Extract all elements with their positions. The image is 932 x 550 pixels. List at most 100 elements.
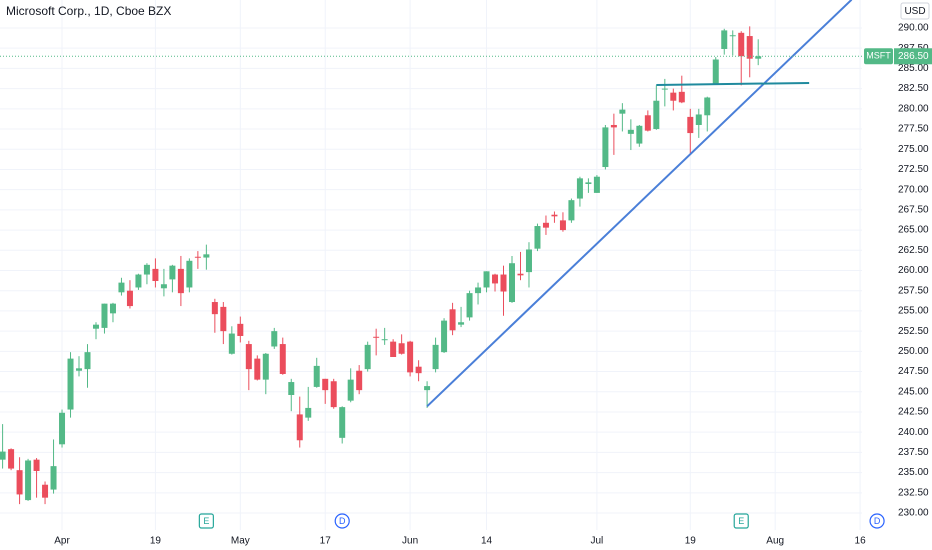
candle-body <box>305 407 312 418</box>
candle-body <box>687 116 694 134</box>
candle-body <box>169 265 176 280</box>
x-tick-label: Aug <box>766 536 784 547</box>
candle-body <box>509 263 515 303</box>
y-tick-label: 260.00 <box>898 265 929 276</box>
candle-body <box>458 322 465 325</box>
y-tick-label: 247.50 <box>898 366 929 377</box>
candle-body <box>25 460 32 501</box>
candle-body <box>653 100 660 130</box>
candle-body <box>262 353 269 380</box>
candle-body <box>559 220 566 231</box>
candle-body <box>755 56 762 59</box>
candle-body <box>271 331 278 347</box>
candle-body <box>322 378 329 391</box>
candle-body <box>84 352 91 370</box>
y-tick-label: 240.00 <box>898 427 929 438</box>
candle-body <box>610 124 617 128</box>
candle-body <box>593 176 600 193</box>
candle-body <box>152 268 159 282</box>
candle-body <box>92 324 99 329</box>
candle-body <box>729 35 736 37</box>
event-label: D <box>339 516 346 526</box>
y-tick-label: 257.50 <box>898 285 929 296</box>
y-tick-label: 285.00 <box>898 63 929 74</box>
candle-body <box>373 336 380 338</box>
candle-body <box>33 459 40 471</box>
y-tick-label: 277.50 <box>898 124 929 135</box>
candle-body <box>254 358 261 380</box>
candle-body <box>644 115 651 131</box>
event-marker <box>733 513 749 529</box>
candle-body <box>661 88 668 90</box>
currency-label: USD <box>904 6 925 17</box>
y-tick-label: 282.50 <box>898 83 929 94</box>
candle-body <box>203 254 210 258</box>
candle-body <box>636 125 643 144</box>
candle-body <box>16 470 23 495</box>
event-marker <box>334 513 350 529</box>
candle-body <box>59 412 66 445</box>
candle-body <box>381 339 388 341</box>
candle-body <box>76 368 83 371</box>
candle-body <box>678 91 685 103</box>
candle-body <box>177 268 184 294</box>
symbol-box <box>864 48 893 65</box>
candle-body <box>126 290 133 307</box>
candle-body <box>738 32 745 57</box>
y-tick-label: 250.00 <box>898 346 929 357</box>
symbol-label: MSFT <box>866 51 891 61</box>
candle-body <box>8 449 15 469</box>
y-tick-label: 290.00 <box>898 23 929 34</box>
candle-body <box>619 109 626 114</box>
chart-title: Microsoft Corp., 1D, Cboe BZX <box>6 4 171 18</box>
y-tick-label: 267.50 <box>898 205 929 216</box>
currency-box <box>900 2 930 20</box>
candle-body <box>746 36 753 59</box>
candle-body <box>525 249 532 273</box>
trend-line <box>656 81 810 86</box>
candle-body <box>220 306 227 332</box>
x-tick-label: 19 <box>685 536 697 547</box>
candle-body <box>135 274 142 288</box>
grid <box>0 0 862 530</box>
y-tick-label: 252.50 <box>898 326 929 337</box>
y-tick-label: 272.50 <box>898 164 929 175</box>
y-tick-label: 242.50 <box>898 407 929 418</box>
candle-body <box>0 451 6 460</box>
event-label: E <box>203 516 209 526</box>
candle-body <box>160 284 167 289</box>
event-marker <box>869 513 885 529</box>
event-label: E <box>738 516 744 526</box>
candle-body <box>415 366 422 374</box>
candle-body <box>245 344 252 370</box>
y-tick-label: 237.50 <box>898 447 929 458</box>
axes: 230.00 232.50 235.00 237.50 240.00 242.50 245.… <box>54 23 932 547</box>
candle-body <box>194 256 201 258</box>
candle-body <box>500 274 507 292</box>
candle-body <box>466 293 473 318</box>
y-tick-label: 245.00 <box>898 386 929 397</box>
candle-body <box>432 344 439 370</box>
candle-body <box>390 341 397 357</box>
candle-body <box>534 226 541 249</box>
candle-body <box>356 370 363 391</box>
candle-body <box>585 182 592 184</box>
y-tick-label: 262.50 <box>898 245 929 256</box>
event-marker <box>198 513 214 529</box>
candle-body <box>551 214 558 217</box>
candle-body <box>517 273 524 276</box>
y-tick-label: 275.00 <box>898 144 929 155</box>
y-tick-label: 235.00 <box>898 467 929 478</box>
candle-body <box>627 129 634 134</box>
candle-body <box>712 59 719 85</box>
candle-body <box>288 382 295 395</box>
candle-body <box>211 302 218 315</box>
candle-body <box>109 303 116 314</box>
candle-body <box>50 466 57 490</box>
x-tick-label: 19 <box>150 536 162 547</box>
x-tick-label: 16 <box>855 536 867 547</box>
candle-body <box>296 414 303 441</box>
price-box <box>894 48 932 65</box>
